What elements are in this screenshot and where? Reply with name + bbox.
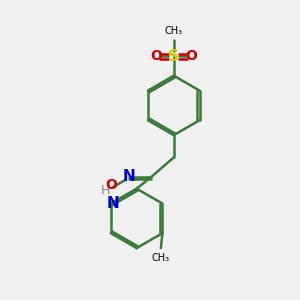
Text: O: O [186, 50, 197, 63]
Text: N: N [107, 196, 120, 211]
Text: CH₃: CH₃ [165, 26, 183, 37]
Text: N: N [123, 169, 136, 184]
Text: CH₃: CH₃ [152, 253, 170, 262]
Text: H: H [101, 184, 110, 196]
Text: S: S [168, 49, 179, 64]
Text: O: O [105, 178, 117, 192]
Text: O: O [150, 50, 162, 63]
